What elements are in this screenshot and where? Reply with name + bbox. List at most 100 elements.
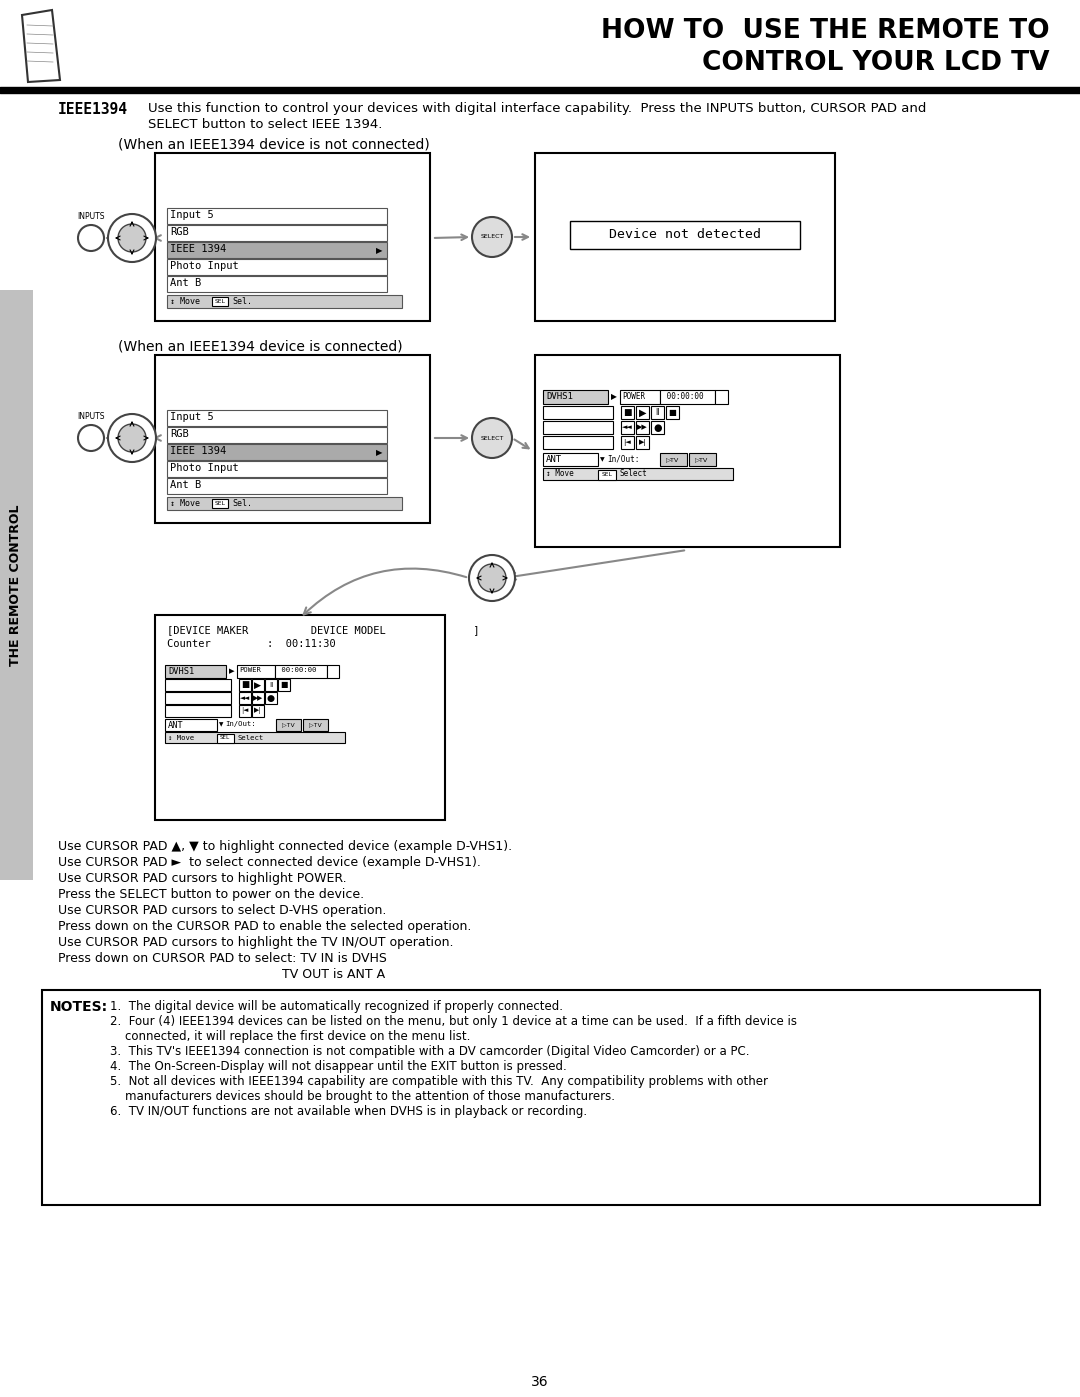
Text: connected, it will replace the first device on the menu list.: connected, it will replace the first dev… [110,1030,471,1044]
Bar [165,732,345,743]
Text: Use CURSOR PAD ▲, ▼ to highlight connected device (example D-VHS1).: Use CURSOR PAD ▲, ▼ to highlight connect… [58,840,512,854]
Text: Use this function to control your devices with digital interface capability.  Pr: Use this function to control your device… [148,102,927,115]
Text: (When an IEEE1394 device is connected): (When an IEEE1394 device is connected) [118,339,403,353]
Bar [265,679,276,692]
Bar [165,719,217,731]
Text: Select: Select [237,735,264,740]
Bar [327,665,339,678]
Text: Ant B: Ant B [170,278,201,288]
Bar [543,436,613,448]
Bar [636,420,649,434]
Bar [212,499,228,509]
Text: Use CURSOR PAD cursors to highlight POWER.: Use CURSOR PAD cursors to highlight POWE… [58,872,347,886]
Text: RGB: RGB [170,226,189,237]
Text: Press down on CURSOR PAD to select: TV IN is DVHS: Press down on CURSOR PAD to select: TV I… [58,951,387,965]
Text: ▷TV: ▷TV [282,722,295,728]
Text: 2.  Four (4) IEEE1394 devices can be listed on the menu, but only 1 device at a : 2. Four (4) IEEE1394 devices can be list… [110,1016,797,1028]
Text: SEL: SEL [219,735,230,740]
Bar [156,355,430,522]
Text: II: II [656,408,660,416]
Text: ▶▶: ▶▶ [253,694,264,701]
Text: ■: ■ [669,408,676,416]
Bar [543,390,608,404]
Bar [165,679,231,692]
Bar [620,390,660,404]
Text: ●: ● [653,422,662,433]
Text: (When an IEEE1394 device is not connected): (When an IEEE1394 device is not connecte… [118,138,430,152]
Text: Device not detected: Device not detected [609,229,761,242]
Bar [252,705,264,717]
Bar [239,705,251,717]
Text: Sel.: Sel. [232,298,252,306]
Text: ▼: ▼ [600,457,605,462]
Text: ▶: ▶ [376,448,382,457]
Text: Counter         :  00:11:30: Counter : 00:11:30 [167,638,336,650]
Bar [570,221,800,249]
Bar [636,407,649,419]
Bar [275,665,327,678]
Bar [156,615,445,820]
Text: RGB: RGB [170,429,189,439]
Bar [252,679,264,692]
Text: manufacturers devices should be brought to the attention of those manufacturers.: manufacturers devices should be brought … [110,1090,615,1104]
Text: Select: Select [619,469,647,479]
Bar [167,208,387,224]
Text: IEEE 1394: IEEE 1394 [170,244,226,254]
Bar [598,469,616,481]
Circle shape [469,555,515,601]
Text: Press the SELECT button to power on the device.: Press the SELECT button to power on the … [58,888,364,901]
Text: ■: ■ [623,408,632,416]
Bar [543,468,733,481]
Text: ▶|: ▶| [638,439,646,446]
Bar [167,427,387,443]
Bar [535,154,835,321]
Text: IEEE1394: IEEE1394 [58,102,129,117]
Text: SEL: SEL [214,299,226,305]
Text: ■: ■ [280,680,287,690]
Circle shape [118,425,146,453]
Text: SELECT button to select IEEE 1394.: SELECT button to select IEEE 1394. [148,117,382,131]
Bar [167,461,387,476]
Circle shape [78,225,104,251]
Text: 5.  Not all devices with IEEE1394 capability are compatible with this TV.  Any c: 5. Not all devices with IEEE1394 capabil… [110,1076,768,1088]
Text: ◄◄: ◄◄ [622,425,633,430]
Bar [165,692,231,704]
Bar [167,258,387,275]
Bar [535,355,840,548]
Text: HOW TO  USE THE REMOTE TO: HOW TO USE THE REMOTE TO [602,18,1050,43]
Bar [167,478,387,495]
Bar [660,390,715,404]
Text: Input 5: Input 5 [170,412,214,422]
Bar [167,225,387,242]
Bar [165,705,231,717]
Text: ANT: ANT [168,721,184,731]
Text: ▷TV: ▷TV [309,722,322,728]
Bar [239,679,251,692]
Text: 36: 36 [531,1375,549,1389]
Text: SELECT: SELECT [481,235,503,239]
Circle shape [472,217,512,257]
Text: TV OUT is ANT A: TV OUT is ANT A [58,968,386,981]
Bar [621,436,634,448]
Text: ▼: ▼ [219,722,224,728]
Polygon shape [22,10,60,82]
Circle shape [478,564,507,592]
Bar [237,665,275,678]
Circle shape [108,214,156,263]
Bar [666,407,679,419]
Text: ▶: ▶ [611,393,617,401]
Text: ▶▶: ▶▶ [637,425,648,430]
Bar [689,453,716,467]
Bar [167,497,402,510]
Text: THE REMOTE CONTROL: THE REMOTE CONTROL [10,504,23,666]
Bar [42,990,1040,1206]
Text: Photo Input: Photo Input [170,462,239,474]
Text: Use CURSOR PAD cursors to select D-VHS operation.: Use CURSOR PAD cursors to select D-VHS o… [58,904,387,916]
Text: SELECT: SELECT [481,436,503,440]
Text: ANT: ANT [546,455,562,464]
Text: In/Out:: In/Out: [225,721,256,726]
Text: Photo Input: Photo Input [170,261,239,271]
Bar [167,277,387,292]
Text: |◄: |◄ [623,439,632,446]
Bar [239,692,251,704]
